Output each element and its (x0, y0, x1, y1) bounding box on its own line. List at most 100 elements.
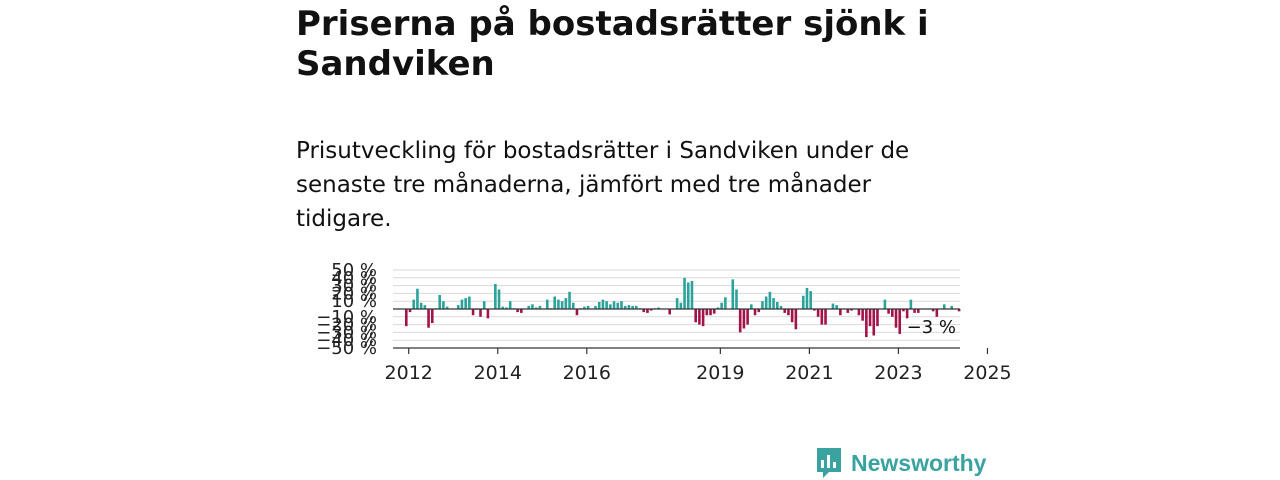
bar (957, 309, 961, 312)
bar (731, 279, 735, 309)
y-tick-label: −50 % (316, 338, 377, 359)
bar (872, 309, 876, 336)
bar (479, 309, 482, 317)
bar (683, 277, 686, 309)
bar (694, 309, 697, 323)
bar (627, 305, 631, 309)
newsworthy-logo-icon (817, 448, 841, 478)
bar (642, 309, 646, 313)
brand-logo: Newsworthy (815, 446, 986, 480)
bar (698, 309, 701, 325)
bar (445, 306, 449, 309)
bar (779, 305, 783, 309)
bar (790, 309, 794, 323)
bar (631, 305, 634, 309)
bar (609, 304, 612, 309)
bar (746, 309, 749, 325)
bar (586, 305, 590, 309)
bar (835, 305, 838, 309)
bar (876, 309, 879, 327)
y-tick-label: −20 % (316, 315, 377, 336)
bar (601, 299, 605, 309)
bar (534, 307, 538, 309)
bar (456, 305, 460, 309)
bar (464, 298, 467, 309)
bar (557, 299, 560, 309)
bar (701, 309, 705, 327)
bar (705, 309, 709, 316)
bar (783, 309, 787, 313)
bars (405, 277, 961, 338)
bar (505, 307, 508, 309)
bar (623, 305, 627, 309)
bar (868, 309, 872, 327)
bar (813, 309, 816, 311)
bar (501, 306, 505, 309)
bar (909, 299, 913, 309)
bar (902, 309, 905, 312)
bar (575, 309, 579, 316)
bar (905, 309, 909, 319)
bar (735, 289, 738, 309)
bar (412, 299, 416, 309)
y-axis-labels: 50 %40 %30 %20 %10 %−10 %−20 %−30 %−40 %… (316, 260, 377, 359)
bar (616, 302, 620, 309)
bar (564, 298, 568, 309)
x-tick-label: 2019 (696, 362, 744, 384)
bar-chart: 50 %40 %30 %20 %10 %−10 %−20 %−30 %−40 %… (316, 260, 1012, 384)
bar (471, 309, 475, 316)
bar (857, 309, 861, 316)
bar (690, 280, 694, 309)
bar (787, 309, 790, 316)
bar (657, 307, 660, 309)
bar (486, 309, 490, 319)
bar (757, 309, 761, 313)
bar (516, 309, 519, 313)
bar (531, 304, 534, 309)
x-tick-label: 2012 (385, 362, 433, 384)
y-tick-label: −30 % (316, 322, 377, 343)
bar (583, 306, 586, 309)
bar (776, 301, 779, 309)
bar (520, 309, 523, 313)
bar (724, 297, 727, 309)
bar (809, 291, 812, 309)
bar (935, 309, 939, 317)
bar (508, 301, 512, 309)
bar (887, 309, 890, 314)
bar (419, 302, 423, 309)
axes (393, 308, 960, 349)
y-tick-label: 10 % (331, 291, 377, 312)
bar (686, 282, 690, 309)
bar (527, 305, 531, 309)
bar (816, 309, 820, 317)
bar (405, 309, 408, 327)
bar (750, 304, 753, 309)
bar (824, 309, 827, 325)
chart-subtitle: Prisutveckling för bostadsrätter i Sandv… (296, 138, 910, 232)
bar (831, 303, 835, 309)
x-tick-label: 2014 (474, 362, 522, 384)
y-tick-label: 20 % (331, 283, 377, 304)
bar (597, 301, 601, 309)
bar (942, 304, 946, 309)
bar (894, 309, 898, 328)
x-tick-label: 2025 (963, 362, 1011, 384)
bar (839, 309, 842, 316)
bar (761, 301, 764, 309)
bar (794, 309, 798, 330)
bar (427, 309, 430, 328)
bar (772, 298, 775, 309)
x-axis-labels: 2012 2014 2016 2019 2021 2023 2025 (385, 348, 1012, 384)
bar (560, 301, 564, 309)
bar (423, 305, 427, 309)
bar (679, 302, 683, 309)
bar (460, 299, 464, 309)
y-tick-label: 30 % (331, 276, 377, 297)
bar (612, 301, 616, 309)
bar (916, 309, 920, 313)
bar (571, 302, 575, 309)
bar (620, 301, 623, 309)
bar (430, 309, 434, 324)
bar (649, 309, 653, 311)
